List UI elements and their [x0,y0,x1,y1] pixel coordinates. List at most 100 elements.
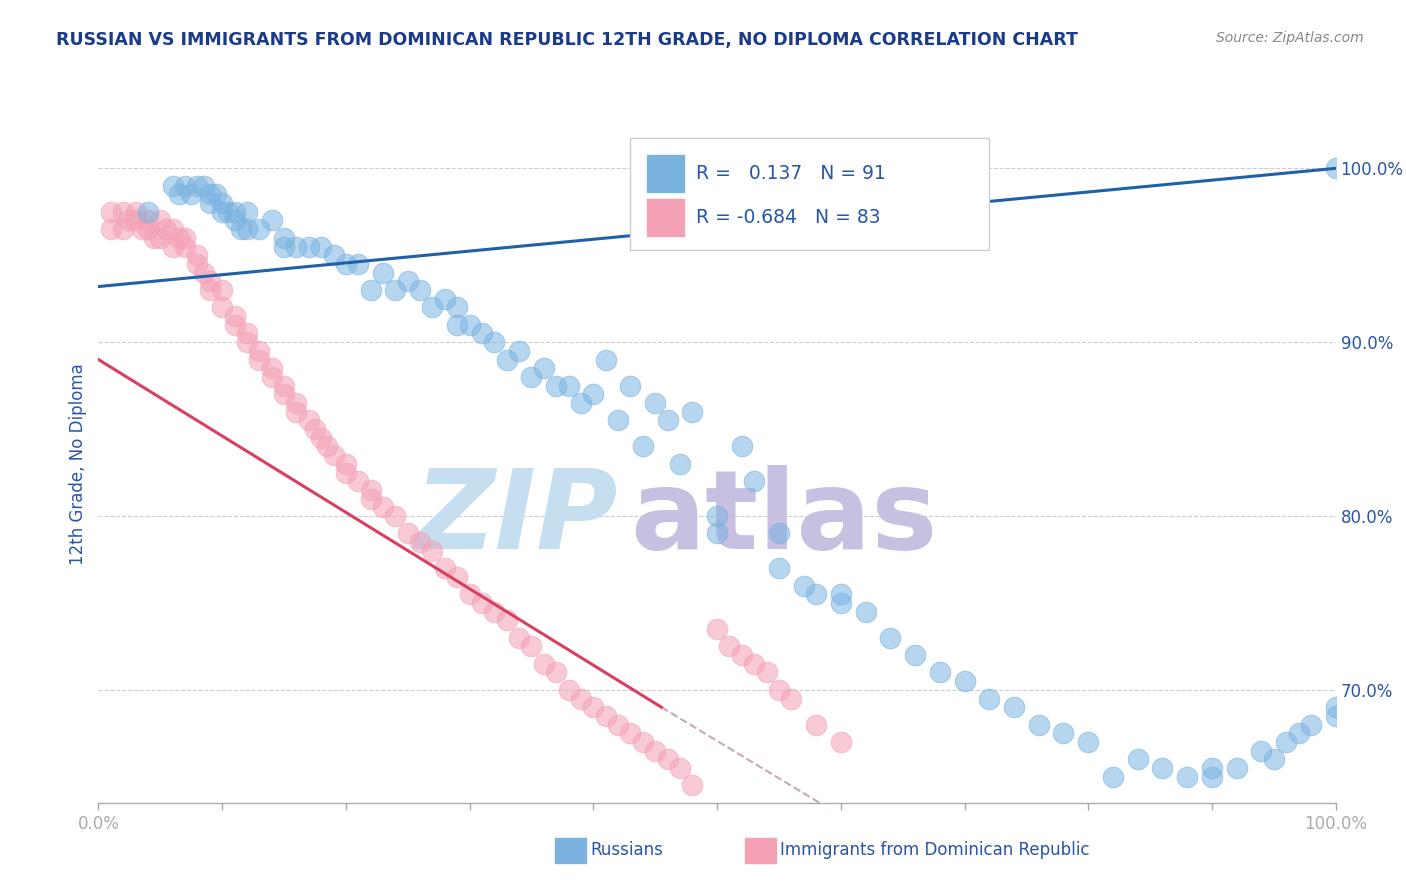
Point [1250,744,1272,758]
Point [681,405,703,419]
Point [309,431,332,445]
Point [360,491,382,506]
Point [607,413,630,427]
Point [508,343,530,358]
Point [557,378,579,392]
Point [304,422,326,436]
Point [260,361,283,376]
Point [371,500,394,515]
Point [471,596,494,610]
Point [236,326,259,341]
Point [360,283,382,297]
Point [136,213,159,227]
Point [768,561,790,575]
Point [193,266,215,280]
Point [136,222,159,236]
Point [217,204,239,219]
Point [768,526,790,541]
Point [224,213,246,227]
Point [446,570,468,584]
Point [1288,726,1310,740]
Point [1175,770,1198,784]
Point [422,543,444,558]
Point [1324,709,1347,723]
Point [582,387,605,401]
Point [260,370,283,384]
Text: atlas: atlas [630,465,938,572]
Point [520,640,543,654]
Point [1299,717,1322,731]
Point [1201,770,1223,784]
Point [484,335,506,350]
Point [167,187,190,202]
Point [409,283,432,297]
Point [155,222,177,236]
Point [619,378,641,392]
Point [409,535,432,549]
Point [124,204,146,219]
Text: R =   0.137   N = 91: R = 0.137 N = 91 [696,164,886,183]
Bar [647,154,683,192]
Point [229,222,252,236]
Point [830,735,852,749]
Point [520,370,543,384]
Point [162,239,184,253]
Point [546,378,568,392]
Point [298,413,321,427]
Point [316,440,339,454]
Point [706,622,728,636]
Point [118,213,141,227]
Point [533,657,555,671]
Point [557,682,579,697]
Point [1226,761,1249,775]
Point [1275,735,1298,749]
Point [1324,161,1347,176]
Point [198,196,221,211]
Point [595,709,617,723]
Point [669,761,692,775]
Point [1077,735,1099,749]
Text: Russians: Russians [591,841,664,859]
Point [124,213,146,227]
Point [830,596,852,610]
Point [644,396,666,410]
Point [569,396,592,410]
Point [681,779,703,793]
Point [162,178,184,193]
Point [731,648,754,662]
Point [508,631,530,645]
Point [731,440,754,454]
Point [1052,726,1074,740]
Point [335,457,357,471]
Point [335,257,357,271]
Point [273,239,295,253]
Point [1324,700,1347,714]
Text: R = -0.684   N = 83: R = -0.684 N = 83 [696,208,880,227]
Point [446,318,468,332]
Bar [647,199,683,236]
Point [198,187,221,202]
Point [742,657,765,671]
Point [979,691,1001,706]
Point [1102,770,1125,784]
Point [180,187,202,202]
Point [953,674,976,689]
Point [533,361,555,376]
Point [186,257,208,271]
Point [322,248,344,262]
Point [309,239,332,253]
Point [855,605,877,619]
Point [830,587,852,601]
Point [298,239,321,253]
Point [149,231,172,245]
Point [755,665,778,680]
Point [396,526,419,541]
Point [247,343,270,358]
Point [260,213,283,227]
Point [143,231,166,245]
Point [768,682,790,697]
FancyBboxPatch shape [630,138,990,251]
Point [384,283,406,297]
Point [224,318,246,332]
Point [224,204,246,219]
